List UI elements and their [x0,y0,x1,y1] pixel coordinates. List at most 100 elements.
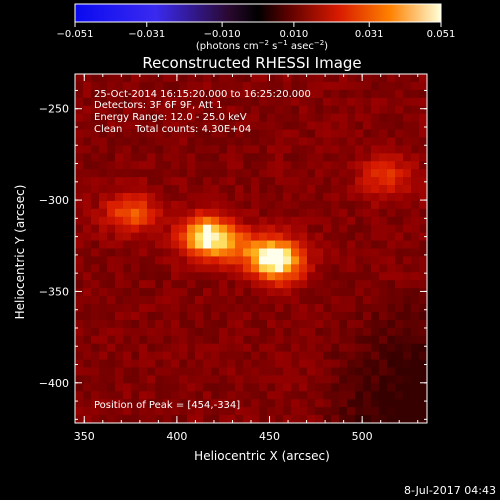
heatmap-cell [99,272,108,281]
heatmap-cell [91,351,100,361]
heatmap-cell [123,153,132,162]
heatmap-cell [187,169,196,178]
heatmap-cell [83,161,92,170]
heatmap-cell [331,232,340,242]
heatmap-cell [387,137,396,146]
heatmap-cell [419,113,427,123]
heatmap-cell [75,280,84,289]
heatmap-cell [99,185,108,194]
heatmap-cell [187,391,196,400]
heatmap-cell [411,74,420,83]
heatmap-cell [339,121,348,131]
heatmap-cell [75,319,84,329]
heatmap-cell [211,351,220,361]
heatmap-cell [139,272,148,281]
heatmap-cell [347,169,356,178]
heatmap-cell [267,264,276,273]
heatmap-cell [235,137,244,146]
heatmap-cell [363,367,372,377]
heatmap-cell [203,367,212,377]
heatmap-cell [419,137,427,146]
heatmap-cell [339,224,348,234]
heatmap-cell [315,415,324,423]
heatmap-cell [107,153,116,162]
heatmap-cell [235,256,244,265]
heatmap-cell [323,327,332,337]
heatmap-cell [331,129,340,139]
heatmap-cell [107,169,116,178]
heatmap-cell [91,367,100,377]
heatmap-cell [291,208,300,218]
heatmap-cell [387,391,396,400]
heatmap-cell [251,240,260,250]
heatmap-cell [355,240,364,250]
heatmap-cell [339,192,348,202]
heatmap-cell [139,129,148,139]
heatmap-cell [131,192,140,202]
heatmap-cell [379,327,388,337]
heatmap-cell [163,335,172,345]
heatmap-cell [211,248,220,258]
heatmap-cell [115,81,124,91]
heatmap-cell [75,375,84,384]
heatmap-cell [235,335,244,345]
heatmap-cell [331,375,340,384]
heatmap-cell [227,391,236,400]
heatmap-cell [251,208,260,218]
heatmap-cell [99,161,108,170]
heatmap-cell [75,335,84,345]
heatmap-cell [91,240,100,250]
heatmap-cell [227,161,236,170]
heatmap-cell [363,319,372,329]
heatmap-cell [323,296,332,305]
heatmap-cell [107,161,116,170]
heatmap-cell [203,311,212,321]
heatmap-cell [347,407,356,416]
heatmap-cell [363,256,372,265]
heatmap-cell [291,232,300,242]
heatmap-cell [203,264,212,273]
heatmap-cell [179,288,188,297]
heatmap-cell [179,335,188,345]
heatmap-cell [403,351,412,361]
heatmap-cell [259,97,268,107]
heatmap-cell [259,399,268,408]
heatmap-cell [403,200,412,210]
heatmap-cell [323,311,332,321]
heatmap-cell [419,81,427,91]
heatmap-cell [123,327,132,337]
heatmap-cell [91,327,100,337]
heatmap-cell [371,335,380,345]
heatmap-cell [395,296,404,305]
heatmap-cell [299,145,308,154]
heatmap-cell [155,169,164,178]
heatmap-cell [419,161,427,170]
heatmap-cell [387,177,396,186]
heatmap-cell [387,89,396,99]
heatmap-cell [203,232,212,242]
heatmap-cell [99,296,108,305]
heatmap-cell [115,351,124,361]
heatmap-cell [403,208,412,218]
heatmap-cell [123,232,132,242]
heatmap-cell [395,177,404,186]
heatmap-cell [379,343,388,353]
heatmap-cell [315,391,324,400]
heatmap-cell [379,359,388,369]
heatmap-cell [99,375,108,384]
heatmap-cell [179,185,188,194]
heatmap-cell [227,296,236,305]
heatmap-cell [251,192,260,202]
heatmap-cell [195,145,204,154]
heatmap-cell [347,311,356,321]
heatmap-cell [299,129,308,139]
heatmap-cell [211,216,220,226]
heatmap-cell [355,137,364,146]
heatmap-cell [83,288,92,297]
heatmap-cell [283,74,292,83]
heatmap-cell [419,216,427,226]
heatmap-cell [155,335,164,345]
x-tick-label: 450 [259,430,280,443]
heatmap-cell [163,391,172,400]
heatmap-cell [403,129,412,139]
